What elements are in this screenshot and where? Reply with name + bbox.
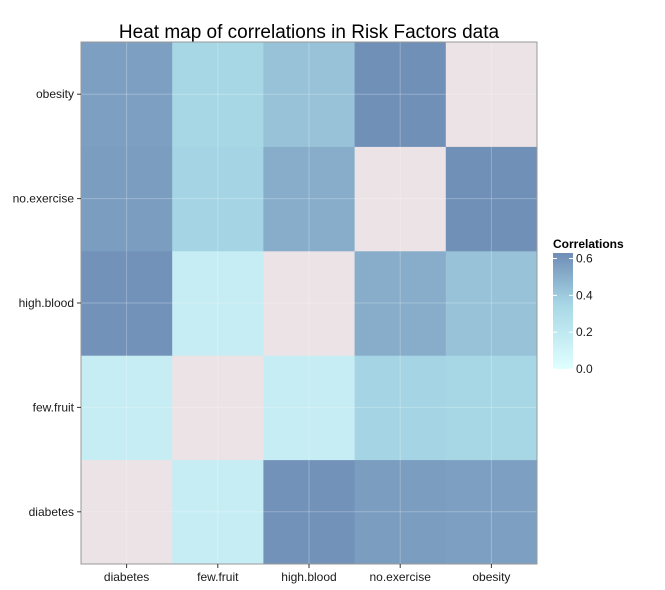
heatmap-cell: [445, 355, 538, 461]
heatmap-cell: [81, 42, 173, 147]
heatmap-cell: [354, 250, 447, 356]
y-axis: diabetes few.fruit high.blood no.exercise ob…: [13, 87, 81, 519]
heatmap-cell: [263, 42, 356, 147]
heatmap-cell: [354, 355, 447, 461]
heatmap-cell: [354, 459, 447, 565]
legend-tick-label: 0.4: [576, 288, 593, 302]
y-tick-label: obesity: [36, 87, 74, 101]
y-tick-label: no.exercise: [13, 192, 75, 206]
heatmap-cell: [263, 355, 356, 461]
legend-tick-label: 0.0: [576, 362, 593, 376]
heatmap-cell: [81, 250, 173, 356]
legend-title: Correlations: [553, 237, 624, 251]
chart-title: Heat map of correlations in Risk Factors…: [119, 22, 500, 43]
y-tick-label: high.blood: [19, 296, 74, 310]
heatmap-cell: [263, 250, 356, 356]
heatmap-cell: [445, 146, 538, 252]
plot-panel: [80, 41, 538, 565]
heatmap-cell: [172, 42, 264, 147]
legend-tick-label: 0.6: [576, 252, 593, 266]
legend-colorbar: [553, 253, 573, 369]
heatmap-cell: [354, 146, 447, 252]
heatmap-cell: [354, 42, 447, 147]
heatmap-cell: [263, 146, 356, 252]
heatmap-cell: [81, 146, 173, 252]
heatmap-cell: [81, 355, 173, 461]
heatmap-cell: [445, 459, 538, 565]
heatmap-cell: [172, 355, 264, 461]
x-tick-label: few.fruit: [197, 570, 239, 584]
x-tick-label: high.blood: [281, 570, 336, 584]
x-tick-label: obesity: [472, 570, 510, 584]
x-tick-label: diabetes: [104, 570, 149, 584]
heatmap-cell: [445, 250, 538, 356]
heatmap-cell: [445, 42, 538, 147]
x-axis: diabetes few.fruit high.blood no.exercise ob…: [104, 564, 510, 584]
y-tick-label: few.fruit: [33, 400, 75, 414]
legend-tick-label: 0.2: [576, 325, 593, 339]
heatmap-cell: [172, 459, 264, 565]
heatmap-cell: [172, 250, 264, 356]
heatmap-cell: [172, 146, 264, 252]
legend: Correlations 0.0 0.2 0.4 0.6: [553, 237, 624, 376]
heatmap-cell: [263, 459, 356, 565]
y-tick-label: diabetes: [29, 505, 74, 519]
x-tick-label: no.exercise: [370, 570, 432, 584]
heatmap-cell: [81, 459, 173, 565]
